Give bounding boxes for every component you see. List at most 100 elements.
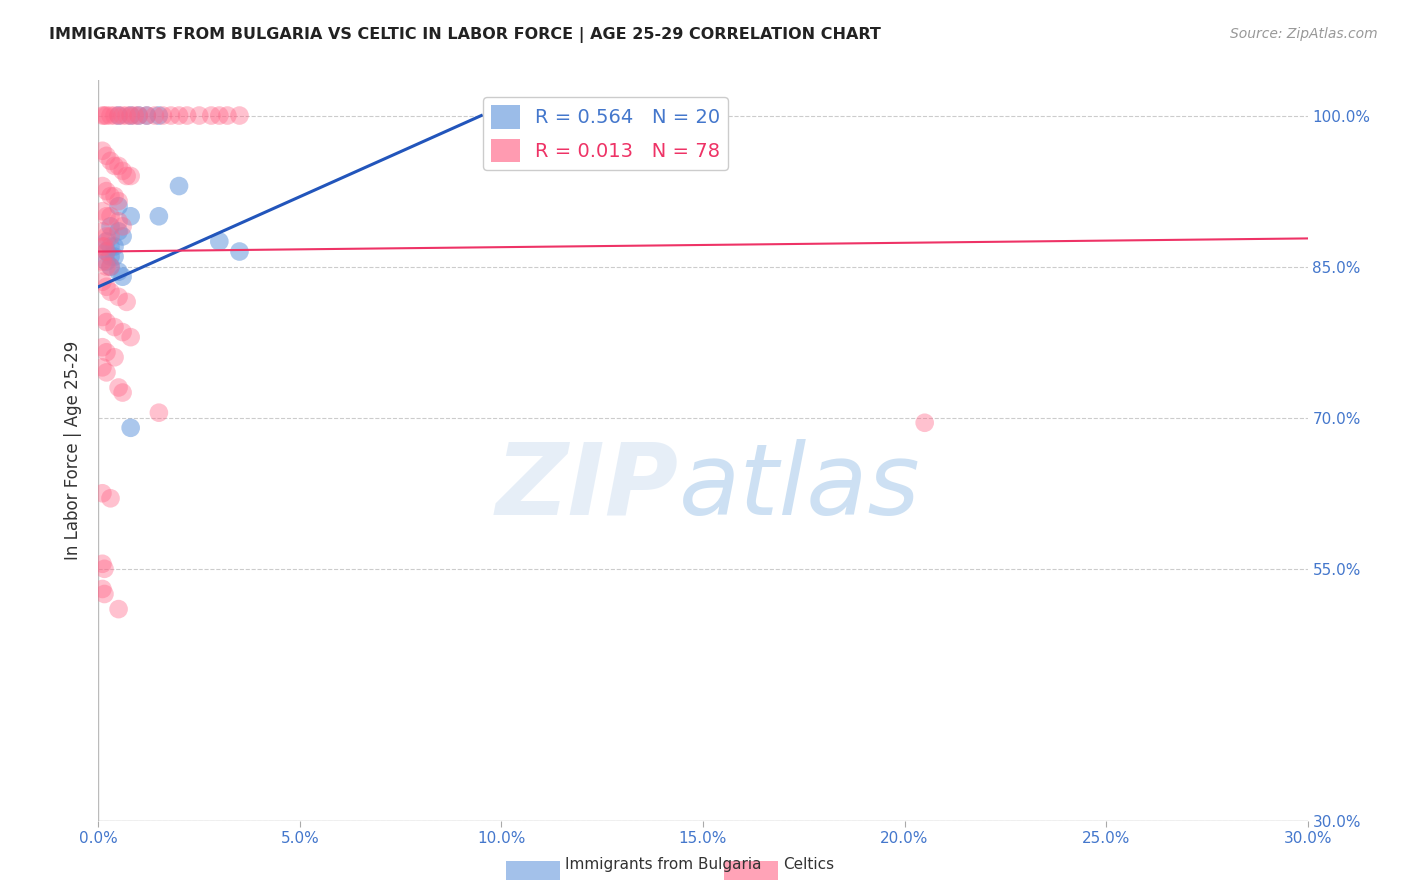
Point [93, 239, 115, 253]
Point [96, 235, 118, 249]
Point [96, 229, 118, 244]
Point [91, 310, 114, 324]
Point [107, 159, 129, 173]
Point [96, 209, 118, 223]
Point [91, 204, 114, 219]
Point [107, 265, 129, 279]
Point [100, 285, 122, 299]
Point [91, 582, 114, 596]
Point [107, 602, 129, 616]
Point [208, 235, 231, 249]
Point [120, 209, 142, 223]
Point [115, 294, 138, 309]
Point [107, 380, 129, 394]
Point [91, 275, 114, 289]
Point [103, 320, 125, 334]
Point [217, 109, 239, 123]
Point [103, 109, 125, 123]
Point [103, 239, 125, 253]
Point [91, 239, 114, 253]
Point [120, 169, 142, 183]
Point [120, 109, 142, 123]
Point [96, 260, 118, 274]
Point [176, 109, 198, 123]
Point [96, 365, 118, 379]
Point [107, 224, 129, 238]
Point [96, 279, 118, 293]
Text: Celtics: Celtics [783, 857, 834, 872]
Point [96, 149, 118, 163]
Text: Source: ZipAtlas.com: Source: ZipAtlas.com [1230, 27, 1378, 41]
Point [103, 250, 125, 264]
Text: Immigrants from Bulgaria: Immigrants from Bulgaria [565, 857, 762, 872]
Point [128, 109, 150, 123]
Point [91, 254, 114, 268]
Point [148, 406, 170, 420]
Point [93, 562, 115, 576]
Point [107, 199, 129, 213]
Point [91, 486, 114, 500]
Point [93, 109, 115, 123]
Point [100, 209, 122, 223]
Point [167, 109, 190, 123]
Point [96, 254, 118, 268]
Point [96, 244, 118, 259]
Point [111, 219, 134, 234]
Point [100, 109, 122, 123]
Point [96, 109, 118, 123]
Point [100, 260, 122, 274]
Point [160, 109, 183, 123]
Point [103, 189, 125, 203]
Point [128, 109, 150, 123]
Point [100, 239, 122, 253]
Point [91, 340, 114, 354]
Point [208, 109, 231, 123]
Point [135, 109, 157, 123]
Point [152, 109, 174, 123]
Point [111, 109, 134, 123]
Point [107, 290, 129, 304]
Point [100, 219, 122, 234]
Point [103, 159, 125, 173]
Point [200, 109, 222, 123]
Point [96, 244, 118, 259]
Point [111, 229, 134, 244]
Point [91, 179, 114, 194]
Point [100, 153, 122, 168]
Point [111, 385, 134, 400]
Point [167, 179, 190, 194]
Point [111, 164, 134, 178]
Point [143, 109, 166, 123]
Point [100, 250, 122, 264]
Point [107, 109, 129, 123]
Point [103, 351, 125, 365]
Point [96, 315, 118, 329]
Point [91, 360, 114, 375]
Point [124, 109, 146, 123]
Point [120, 109, 142, 123]
Point [107, 194, 129, 209]
Point [96, 184, 118, 198]
Point [91, 557, 114, 571]
Point [148, 109, 170, 123]
Point [914, 416, 936, 430]
Text: IMMIGRANTS FROM BULGARIA VS CELTIC IN LABOR FORCE | AGE 25-29 CORRELATION CHART: IMMIGRANTS FROM BULGARIA VS CELTIC IN LA… [49, 27, 882, 43]
Point [107, 214, 129, 228]
Point [120, 421, 142, 435]
Point [148, 209, 170, 223]
Point [188, 109, 211, 123]
Point [91, 144, 114, 158]
Point [107, 109, 129, 123]
Point [115, 109, 138, 123]
Point [100, 260, 122, 274]
Point [91, 109, 114, 123]
Point [96, 345, 118, 359]
Text: ZIP: ZIP [496, 439, 679, 536]
Point [91, 224, 114, 238]
Point [100, 229, 122, 244]
Point [100, 491, 122, 506]
Point [100, 189, 122, 203]
Point [228, 109, 250, 123]
Point [135, 109, 157, 123]
Legend: R = 0.564   N = 20, R = 0.013   N = 78: R = 0.564 N = 20, R = 0.013 N = 78 [484, 97, 728, 170]
